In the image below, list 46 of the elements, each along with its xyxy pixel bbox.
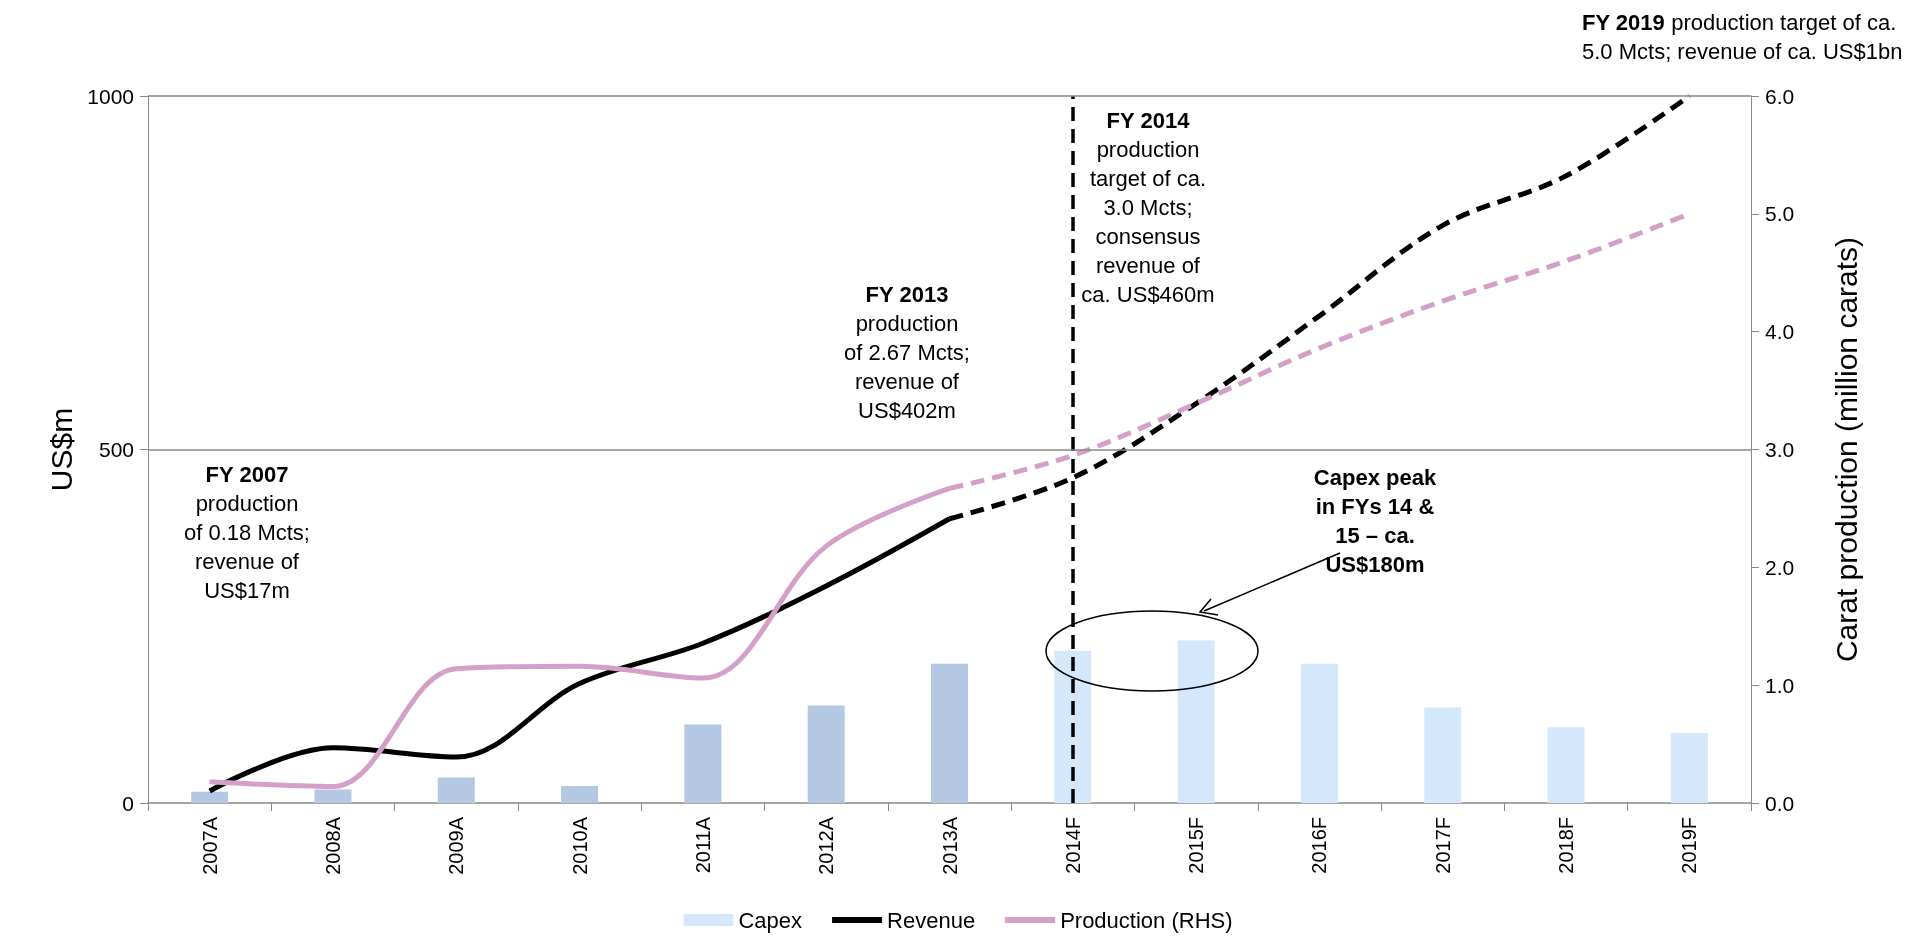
x-tick-label: 2016F [1308, 817, 1331, 874]
x-tick-label: 2011A [691, 816, 714, 874]
bar [1424, 707, 1462, 803]
bar [437, 777, 475, 803]
y2-tick-label: 3.0 [1765, 438, 1795, 461]
legend-label: Capex [738, 907, 803, 933]
bar [314, 789, 352, 803]
annotation: FY 2013 production of 2.67 Mcts; revenue of US$402m [844, 282, 970, 423]
y-tick-label: 0 [122, 791, 134, 815]
legend-label: Production (RHS) [1060, 907, 1233, 933]
text: FY 2019 production target of ca. 5.0 Mcts; revenue of ca. US$1bn [1582, 10, 1903, 64]
y2-tick-label: 4.0 [1765, 320, 1795, 344]
x-tick-label: 2014F [1061, 817, 1084, 874]
bar [561, 786, 599, 803]
bar [191, 791, 229, 803]
x-tick-label: 2017F [1431, 817, 1454, 874]
x-tick-label: 2009A [445, 816, 468, 875]
x-tick-label: 2012A [815, 816, 838, 875]
x-tick-label: 2008A [321, 816, 344, 875]
legend-label: Revenue [887, 907, 976, 933]
y2-tick-label: 6.0 [1765, 84, 1795, 108]
bar [931, 663, 968, 803]
y-tick-label: 1000 [87, 84, 134, 108]
bar [1177, 640, 1215, 803]
annotation: FY 2014 production target of ca. 3.0 Mcts; consensus revenue of ca. US$460m [1081, 108, 1215, 307]
bar [1547, 727, 1585, 803]
y2-tick-label: 1.0 [1765, 673, 1795, 697]
y-axis-title: US$m [44, 407, 78, 492]
x-tick-label: 2007A [198, 816, 221, 875]
annotation: FY 2007 production of 0.18 Mcts; revenue of US$17m [184, 462, 310, 603]
bar [1054, 651, 1092, 803]
x-tick-label: 2013A [938, 816, 961, 875]
y2-tick-label: 0.0 [1765, 791, 1795, 815]
x-tick-label: 2010A [568, 816, 591, 875]
bar [1300, 663, 1338, 803]
y2-tick-label: 5.0 [1765, 202, 1795, 226]
x-tick-label: 2015F [1185, 817, 1208, 874]
x-tick-label: 2019F [1678, 817, 1701, 874]
y2-tick-label: 2.0 [1765, 555, 1795, 579]
bar [1670, 733, 1708, 803]
bar [684, 724, 722, 803]
bar [807, 705, 845, 803]
y-tick-label: 500 [98, 438, 134, 461]
annotation: Capex peak in FYs 14 & 15 – ca. US$180m [1313, 465, 1437, 577]
y2-axis-title: Carat production (million carats) [1829, 236, 1863, 663]
x-tick-label: 2018F [1555, 817, 1578, 874]
